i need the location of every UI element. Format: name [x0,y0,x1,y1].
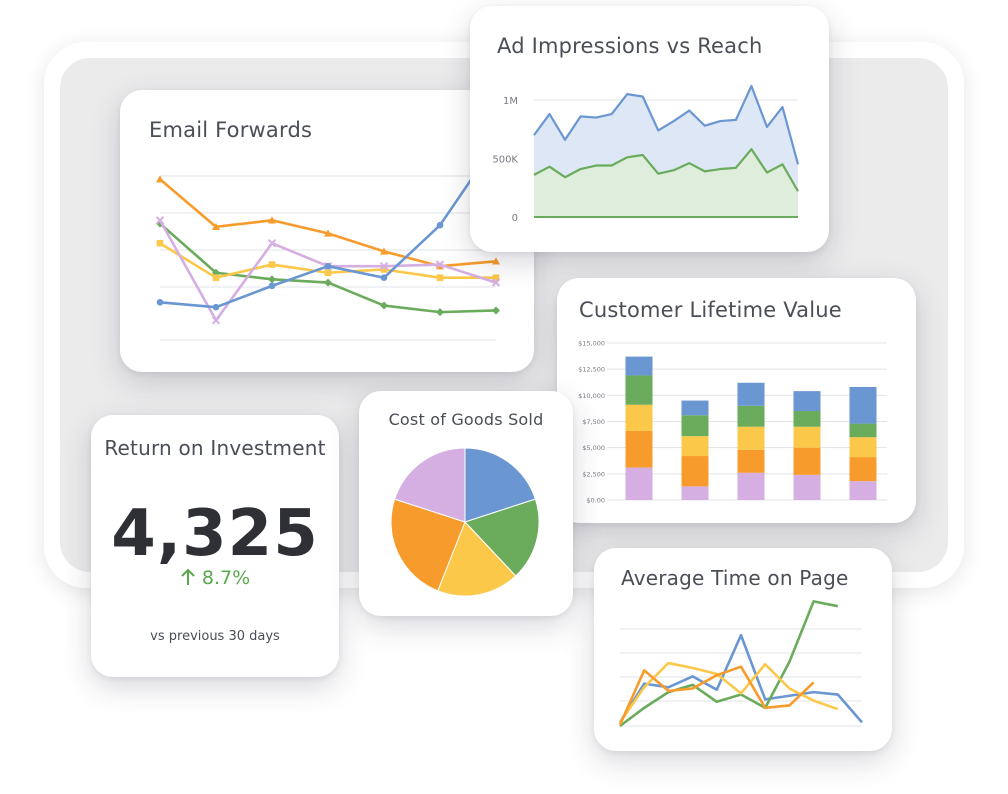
email-forwards-point-yellow-5 [436,274,444,281]
email-forwards-point-yellow-2 [268,261,276,268]
email-forwards-point-yellow-4 [380,266,388,273]
ad-impressions-ytick-2: 1M [503,96,518,107]
email-forwards-card[interactable]: Email Forwards [120,90,534,372]
email-forwards-point-blue-5 [436,221,444,229]
cogs-slice-purple [393,447,466,523]
cogs-slice-green [464,498,540,577]
email-forwards-chart [155,139,501,341]
email-forwards-point-purple-1 [211,316,221,325]
customer-ltv-bar-1-yellow [681,436,709,457]
customer-ltv-bar-4-green [849,423,877,438]
email-forwards-point-purple-2 [267,239,277,248]
avg-time-card[interactable]: Average Time on Page [594,548,892,751]
customer-ltv-bar-1-blue [681,400,709,416]
email-forwards-title: Email Forwards [149,118,313,142]
customer-ltv-bar-3-purple [793,474,821,500]
customer-ltv-card[interactable]: Customer Lifetime Value $0.00 $2,500 $5,00… [557,278,916,523]
roi-change-value: 8.7% [201,567,251,589]
customer-ltv-bar-4-yellow [849,437,877,458]
customer-ltv-bar-2-blue [737,382,765,406]
roi-value: 4,325 [111,497,319,571]
customer-ltv-bar-3-green [793,411,821,427]
email-forwards-point-blue-2 [268,282,276,290]
customer-ltv-bar-3-blue [793,391,821,412]
email-forwards-point-green-6 [492,306,500,315]
cogs-card[interactable]: Cost of Goods Sold [359,391,573,616]
email-forwards-point-yellow-6 [492,274,500,281]
customer-ltv-ytick-3: $7,500 [582,418,605,426]
customer-ltv-bar-4-orange [849,457,877,482]
email-forwards-point-orange-1 [212,222,220,231]
ad-impressions-ytick-1: 500K [492,155,518,166]
customer-ltv-ytick-4: $10,000 [578,392,605,400]
roi-change: 8.7% [91,567,339,589]
customer-ltv-bar-1-green [681,415,709,437]
customer-ltv-bar-3-yellow [793,426,821,448]
ad-impressions-card[interactable]: Ad Impressions vs Reach 0 500K 1M [470,6,829,252]
customer-ltv-bar-1-purple [681,486,709,500]
avg-time-series-blue [618,633,863,724]
customer-ltv-ytick-6: $15,000 [578,340,605,348]
email-forwards-point-blue-3 [324,262,332,270]
email-forwards-point-blue-1 [212,303,220,311]
ad-impressions-chart: 0 500K 1M [492,84,800,224]
email-forwards-point-green-4 [380,301,388,310]
avg-time-title: Average Time on Page [621,566,849,590]
customer-ltv-bar-1-orange [681,456,709,487]
customer-ltv-bar-0-orange [625,430,653,468]
customer-ltv-bar-4-blue [849,386,877,424]
email-forwards-series-orange [159,178,497,268]
cogs-chart [390,447,540,597]
email-forwards-point-purple-0 [155,216,165,225]
email-forwards-point-orange-4 [380,247,388,255]
customer-ltv-ytick-5: $12,500 [578,366,605,374]
customer-ltv-bar-0-purple [625,467,653,500]
roi-title: Return on Investment [104,436,326,460]
customer-ltv-ytick-2: $5,000 [582,444,605,452]
email-forwards-point-blue-0 [156,298,164,306]
ad-impressions-title: Ad Impressions vs Reach [497,34,763,58]
email-forwards-point-orange-6 [492,257,500,265]
email-forwards-point-orange-0 [156,175,164,183]
customer-ltv-ytick-1: $2,500 [582,470,605,478]
avg-time-series-green [619,600,839,728]
customer-ltv-bar-3-orange [793,447,821,475]
arrow-up-icon [181,568,195,585]
email-forwards-point-purple-6 [491,278,501,287]
ad-impressions-ytick-0: 0 [512,213,518,224]
email-forwards-point-green-5 [436,308,444,317]
email-forwards-point-green-2 [268,275,276,284]
email-forwards-point-yellow-1 [212,274,220,281]
email-forwards-point-purple-5 [435,260,445,269]
customer-ltv-bar-2-yellow [737,426,765,450]
customer-ltv-bar-4-purple [849,481,877,500]
customer-ltv-bar-2-orange [737,449,765,473]
customer-ltv-bar-0-blue [625,356,653,376]
email-forwards-point-orange-2 [268,216,276,224]
customer-ltv-title: Customer Lifetime Value [579,298,842,322]
email-forwards-point-blue-4 [380,274,388,281]
email-forwards-point-green-3 [324,278,332,287]
cogs-slice-yellow [437,521,517,597]
customer-ltv-bar-0-green [625,375,653,405]
cogs-slice-orange [390,498,466,592]
cogs-title: Cost of Goods Sold [388,410,544,429]
ad-impressions-series-green [533,148,799,192]
customer-ltv-bar-0-yellow [625,404,653,431]
avg-time-series-orange [618,665,815,726]
customer-ltv-bar-2-purple [737,472,765,500]
email-forwards-point-purple-4 [379,261,389,271]
customer-ltv-chart: $0.00 $2,500 $5,000 $7,500 $10,000 $12,500 $15… [578,340,887,505]
email-forwards-point-green-1 [212,268,220,277]
avg-time-chart [618,600,863,728]
email-forwards-point-yellow-3 [324,269,332,277]
roi-period: vs previous 30 days [150,629,280,644]
roi-card[interactable]: Return on Investment 4,325 8.7% vs previ… [91,415,339,677]
email-forwards-point-orange-3 [324,229,332,237]
customer-ltv-bar-2-green [737,405,765,427]
cogs-slice-blue [464,447,537,523]
ad-impressions-series-blue [533,84,800,165]
customer-ltv-ytick-0: $0.00 [586,497,605,505]
email-forwards-point-yellow-0 [156,239,164,247]
